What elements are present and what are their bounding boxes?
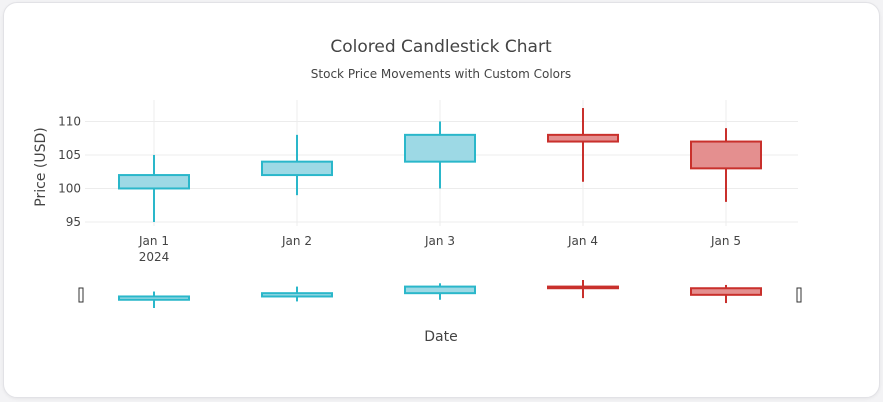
candle-body xyxy=(261,292,333,298)
year-label: 2024 xyxy=(139,250,170,264)
y-tick-label: 95 xyxy=(66,215,81,229)
candle-body xyxy=(547,133,619,143)
x-tick-label: Jan 1 xyxy=(138,234,169,248)
x-tick-label: Jan 3 xyxy=(424,234,455,248)
candle[interactable] xyxy=(404,121,476,189)
y-axis-title: Price (USD) xyxy=(33,127,49,206)
chart-title: Colored Candlestick Chart xyxy=(330,37,552,57)
candle[interactable] xyxy=(118,154,190,222)
slider-candle[interactable] xyxy=(118,291,190,308)
x-axis-ticks: Jan 1 Jan 2 Jan 3 Jan 4 Jan 5 xyxy=(138,234,741,248)
range-slider-left-handle[interactable] xyxy=(78,287,84,303)
slider-candle[interactable] xyxy=(261,286,333,302)
y-tick-label: 105 xyxy=(58,148,81,162)
slider-candle[interactable] xyxy=(690,284,762,304)
candle-body xyxy=(404,133,476,163)
candles[interactable] xyxy=(118,108,762,222)
candle-body xyxy=(690,140,762,170)
candle[interactable] xyxy=(690,128,762,202)
candle-body xyxy=(690,287,762,296)
y-tick-label: 110 xyxy=(58,114,81,128)
x-tick-label: Jan 2 xyxy=(281,234,312,248)
candle-body xyxy=(547,285,619,290)
y-axis-ticks: 95 100 105 110 xyxy=(58,114,81,229)
candle[interactable] xyxy=(261,134,333,196)
candle-body xyxy=(261,160,333,177)
slider-candle[interactable] xyxy=(547,280,619,299)
candle-body xyxy=(404,285,476,295)
candle[interactable] xyxy=(547,108,619,182)
y-tick-label: 100 xyxy=(58,181,81,195)
slider-candle[interactable] xyxy=(404,283,476,300)
range-slider-right-handle[interactable] xyxy=(796,287,802,303)
candle-body xyxy=(118,295,190,301)
chart-subtitle: Stock Price Movements with Custom Colors xyxy=(311,67,571,81)
chart-card xyxy=(3,2,880,398)
x-tick-label: Jan 5 xyxy=(710,234,741,248)
candle-body xyxy=(118,174,190,190)
range-slider[interactable] xyxy=(118,280,762,308)
x-tick-label: Jan 4 xyxy=(567,234,598,248)
x-axis-title: Date xyxy=(424,329,457,345)
